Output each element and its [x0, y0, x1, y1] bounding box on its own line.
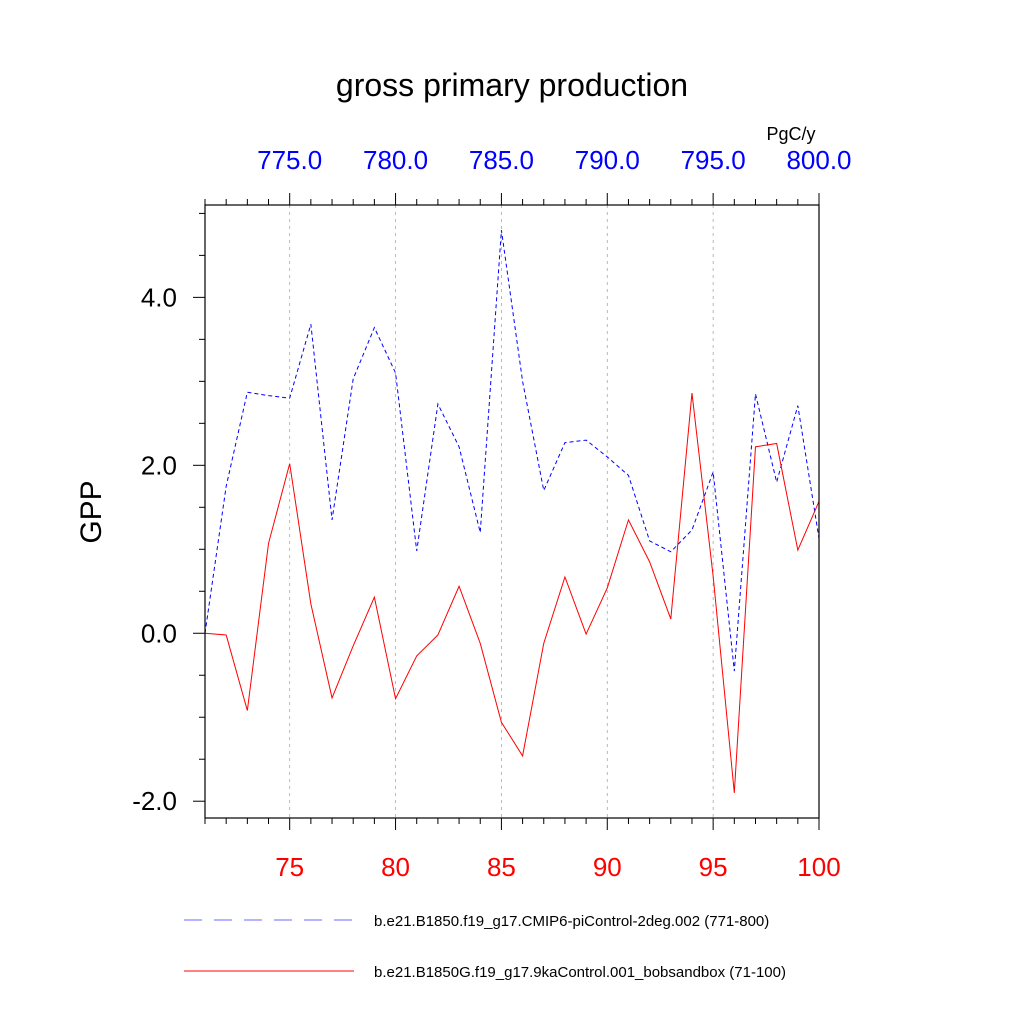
series-line-blue	[204, 230, 820, 672]
y-axis-label: GPP	[75, 480, 108, 543]
x-bottom-tick-label: 90	[593, 852, 622, 882]
legend-label-blue: b.e21.B1850.f19_g17.CMIP6-piControl-2deg…	[374, 913, 769, 930]
x-top-tick-label: 800.0	[786, 145, 851, 175]
plot-frame	[204, 204, 820, 819]
x-bottom-tick-label: 80	[381, 852, 410, 882]
grid-lines	[289, 205, 820, 818]
x-bottom-tick-label: 85	[487, 852, 516, 882]
y-tick-label: 2.0	[141, 450, 177, 480]
series-line-red	[204, 393, 820, 793]
legend-label-red: b.e21.B1850G.f19_g17.9kaControl.001_bobs…	[374, 964, 786, 981]
axes: 75 80 85 90 95 100 775.0 780.0 785.0 790.0 795.0 80…	[132, 145, 851, 882]
series-layer	[204, 230, 820, 793]
y-tick-label: 0.0	[141, 618, 177, 648]
y-tick-label: -2.0	[132, 786, 177, 816]
y-tick-label: 4.0	[141, 282, 177, 312]
x-bottom-tick-label: 100	[797, 852, 840, 882]
x-top-tick-label: 795.0	[681, 145, 746, 175]
x-top-tick-label: 775.0	[257, 145, 322, 175]
x-top-tick-label: 790.0	[575, 145, 640, 175]
x-top-tick-label: 785.0	[469, 145, 534, 175]
x-bottom-tick-label: 75	[275, 852, 304, 882]
units-label: PgC/y	[766, 124, 815, 144]
x-bottom-tick-label: 95	[699, 852, 728, 882]
chart-title: gross primary production	[336, 67, 688, 103]
x-top-tick-label: 780.0	[363, 145, 428, 175]
